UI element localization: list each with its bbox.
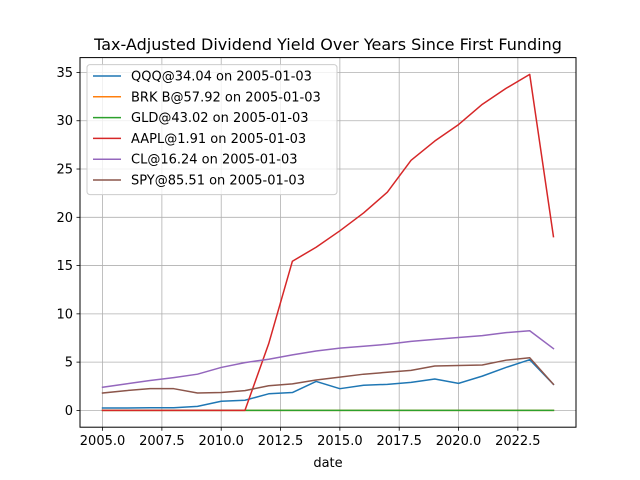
legend-label-cl: CL@16.24 on 2005-01-03 [131, 153, 298, 168]
series-line-qqq [101, 358, 555, 409]
x-axis-title: date [313, 456, 342, 471]
legend-label-qqq: QQQ@34.04 on 2005-01-03 [131, 70, 312, 85]
series-line-spy [101, 357, 555, 394]
chart-title: Tax-Adjusted Dividend Yield Over Years S… [93, 35, 562, 54]
y-tick-label: 30 [56, 114, 73, 129]
y-axis-ticks: 0 5 10 15 20 25 30 35 [56, 66, 80, 419]
y-tick-label: 20 [56, 211, 73, 226]
legend-label-spy: SPY@85.51 on 2005-01-03 [131, 174, 305, 189]
x-tick-label: 2012.5 [258, 434, 304, 449]
y-tick-label: 15 [56, 259, 73, 274]
y-tick-label: 35 [56, 66, 73, 81]
data-series [101, 73, 555, 412]
x-tick-label: 2005.0 [80, 434, 126, 449]
x-tick-label: 2017.5 [376, 434, 422, 449]
y-tick-label: 0 [65, 404, 73, 419]
legend-box [86, 64, 338, 196]
series-line-aapl [101, 73, 555, 412]
y-tick-label: 5 [65, 356, 73, 371]
legend-label-brk-b: BRK B@57.92 on 2005-01-03 [131, 90, 321, 105]
x-tick-label: 2010.0 [198, 434, 244, 449]
y-tick-label: 10 [56, 307, 73, 322]
x-tick-label: 2022.5 [495, 434, 541, 449]
x-axis-ticks: 2005.0 2007.5 2010.0 2012.5 2015.0 2017.5 2020… [80, 427, 541, 449]
legend: QQQ@34.04 on 2005-01-03 BRK B@57.92 on 20… [86, 64, 338, 196]
legend-label-gld: GLD@43.02 on 2005-01-03 [131, 111, 309, 126]
series-line-cl [101, 329, 555, 389]
x-tick-label: 2007.5 [139, 434, 185, 449]
legend-label-aapl: AAPL@1.91 on 2005-01-03 [131, 132, 306, 147]
x-tick-label: 2020.0 [436, 434, 482, 449]
x-tick-label: 2015.0 [317, 434, 363, 449]
y-tick-label: 25 [56, 163, 73, 178]
plot-area-frame [79, 57, 577, 428]
